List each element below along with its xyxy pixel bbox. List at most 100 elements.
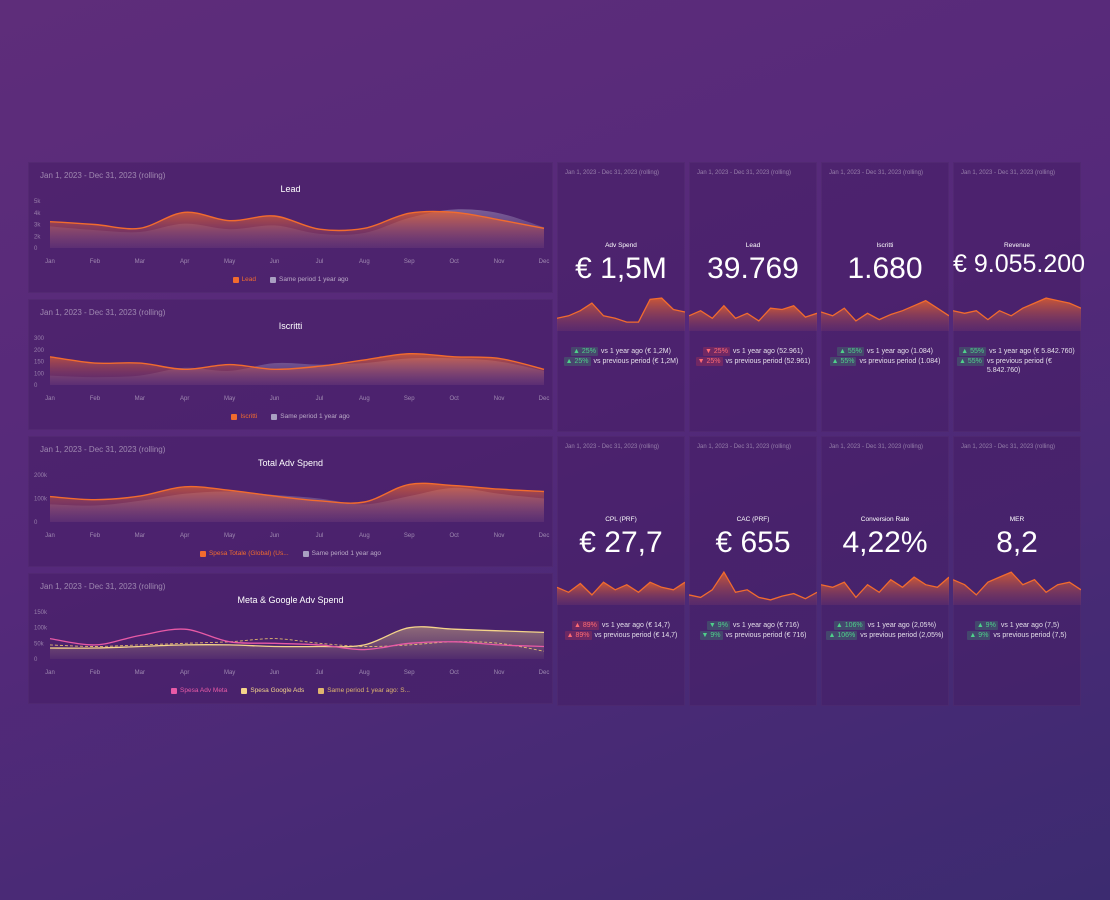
kpi-title: Adv Spend: [605, 242, 637, 249]
comparison-text: vs previous period (1.084): [859, 358, 941, 365]
x-tick-label: Jun: [270, 670, 280, 676]
comparison-text: vs 1 year ago (€ 1,2M): [600, 348, 671, 355]
legend-swatch: [270, 276, 277, 283]
kpi-sparkline: [953, 297, 1081, 331]
x-tick-label: Aug: [359, 670, 370, 676]
series-line: [49, 210, 545, 232]
x-tick-label: Mar: [135, 396, 145, 402]
y-tick-label: 100k: [34, 497, 48, 503]
chart-period: Jan 1, 2023 - Dec 31, 2023 (rolling): [40, 308, 166, 317]
sparkline-area: [557, 582, 685, 605]
kpi-value: € 1,5M: [575, 252, 667, 285]
x-tick-label: Oct: [450, 396, 460, 402]
legend-label: Spesa Google Ads: [250, 687, 305, 694]
x-tick-label: Jul: [316, 533, 324, 539]
sparkline-area: [689, 305, 817, 331]
y-tick-label: 0: [34, 520, 38, 526]
legend-item[interactable]: Spesa Adv Meta: [171, 687, 227, 694]
kpi-value: 39.769: [707, 252, 799, 285]
x-tick-label: Jan: [45, 259, 55, 265]
legend-item[interactable]: Same period 1 year ago: [270, 276, 348, 283]
kpi-comparison: ▼ 25% vs previous period (52.961): [693, 357, 813, 366]
series-line: [49, 626, 545, 649]
sparkline-area: [821, 300, 949, 331]
x-tick-label: Feb: [90, 259, 101, 265]
legend-swatch: [318, 687, 325, 694]
sparkline-area: [557, 298, 685, 331]
kpi-comparisons: ▲ 55% vs 1 year ago (€ 5.842.760) ▲ 55% vs …: [957, 347, 1077, 376]
comparison-text: vs 1 year ago (€ 5.842.760): [989, 348, 1075, 355]
kpi-title: CPL (PRF): [605, 516, 637, 523]
kpi-comparison: ▼ 9% vs 1 year ago (€ 716): [693, 621, 813, 630]
kpi-comparison: ▲ 25% vs previous period (€ 1,2M): [561, 357, 681, 366]
kpi-card[interactable]: Jan 1, 2023 - Dec 31, 2023 (rolling) Adv …: [557, 162, 685, 432]
comparison-text: vs previous period (52.961): [725, 358, 811, 365]
legend-item[interactable]: Spesa Google Ads: [241, 687, 304, 694]
kpi-value: € 9.055.200: [953, 250, 1086, 278]
kpi-comparisons: ▼ 9% vs 1 year ago (€ 716) ▼ 9% vs previous…: [693, 621, 813, 641]
sparkline-area: [953, 298, 1081, 331]
legend-label: Same period 1 year ago: [311, 550, 382, 557]
y-tick-label: 200: [34, 348, 45, 354]
x-tick-label: Feb: [90, 396, 101, 402]
sparkline-line: [689, 304, 817, 322]
y-tick-label: 0: [34, 383, 38, 389]
change-badge: ▲ 55%: [959, 347, 987, 356]
kpi-period: Jan 1, 2023 - Dec 31, 2023 (rolling): [961, 444, 1056, 450]
series-area: [50, 353, 544, 385]
legend-item[interactable]: Same period 1 year ago: S...: [318, 687, 410, 694]
y-tick-label: 50k: [34, 641, 45, 647]
kpi-card[interactable]: Jan 1, 2023 - Dec 31, 2023 (rolling) MER 8…: [953, 436, 1081, 706]
series-area: [50, 483, 544, 522]
legend-swatch: [241, 687, 248, 694]
kpi-title: Revenue: [1003, 242, 1031, 249]
change-badge: ▲ 9%: [974, 621, 998, 630]
y-tick-label: 200k: [34, 473, 48, 479]
series-area: [50, 211, 544, 248]
kpi-comparison: ▲ 106% vs 1 year ago (2,05%): [825, 621, 945, 630]
comparison-text: vs previous period (€ 716): [725, 632, 807, 639]
kpi-card[interactable]: Jan 1, 2023 - Dec 31, 2023 (rolling) CAC …: [689, 436, 817, 706]
kpi-card[interactable]: Jan 1, 2023 - Dec 31, 2023 (rolling) Reve…: [953, 162, 1086, 432]
chart-period: Jan 1, 2023 - Dec 31, 2023 (rolling): [40, 171, 166, 180]
legend-item[interactable]: Spesa Totale (Global) (Us...: [199, 550, 289, 557]
legend-swatch: [171, 687, 178, 694]
x-tick-label: Oct: [450, 259, 460, 265]
sparkline-line: [821, 299, 949, 322]
comparison-text: vs previous period (€ 14,7): [594, 632, 678, 639]
kpi-card[interactable]: Jan 1, 2023 - Dec 31, 2023 (rolling) Lead…: [689, 162, 817, 432]
legend-label: Same period 1 year ago: [279, 276, 349, 283]
kpi-card[interactable]: Jan 1, 2023 - Dec 31, 2023 (rolling) CPL …: [557, 436, 685, 706]
sparkline-line: [689, 570, 817, 601]
kpi-card[interactable]: Jan 1, 2023 - Dec 31, 2023 (rolling) Conv…: [821, 436, 949, 706]
kpi-sparkline: [689, 304, 817, 331]
chart-legend: Lead Same period 1 year ago: [28, 276, 553, 283]
legend-item[interactable]: Same period 1 year ago: [302, 550, 382, 557]
x-tick-label: Jan: [45, 396, 55, 402]
kpi-comparison: ▲ 55% vs previous period (1.084): [825, 357, 945, 366]
x-tick-label: May: [224, 670, 235, 676]
kpi-card[interactable]: Jan 1, 2023 - Dec 31, 2023 (rolling) Iscr…: [821, 162, 949, 432]
change-badge: ▼ 9%: [699, 631, 723, 640]
kpi-comparison: ▼ 9% vs previous period (€ 716): [693, 631, 813, 640]
x-tick-label: Mar: [135, 259, 145, 265]
x-tick-label: Sep: [404, 670, 415, 676]
kpi-period: Jan 1, 2023 - Dec 31, 2023 (rolling): [829, 444, 924, 450]
kpi-comparisons: ▲ 9% vs 1 year ago (7,5) ▲ 9% vs previous p…: [957, 621, 1077, 641]
legend-item[interactable]: Same period 1 year ago: [271, 413, 350, 420]
x-tick-label: Mar: [135, 533, 145, 539]
chart-legend: Spesa Totale (Global) (Us... Same period…: [28, 550, 553, 557]
kpi-value: € 27,7: [579, 526, 663, 559]
dashboard: Jan 1, 2023 - Dec 31, 2023 (rolling) Lea…: [28, 162, 1086, 706]
legend-item[interactable]: Lead: [232, 276, 256, 283]
legend-item[interactable]: Iscritti: [231, 413, 257, 420]
x-tick-label: Jul: [316, 670, 324, 676]
y-tick-label: 0: [34, 246, 38, 252]
x-tick-label: Apr: [180, 670, 189, 676]
kpi-comparisons: ▼ 25% vs 1 year ago (52.961) ▼ 25% vs previ…: [693, 347, 813, 367]
x-tick-label: Feb: [90, 533, 101, 539]
kpi-period: Jan 1, 2023 - Dec 31, 2023 (rolling): [697, 444, 792, 450]
chart-title: Lead: [280, 184, 301, 194]
comparison-text: vs 1 year ago (€ 716): [732, 622, 800, 629]
kpi-comparisons: ▲ 106% vs 1 year ago (2,05%) ▲ 106% vs prev…: [825, 621, 945, 641]
